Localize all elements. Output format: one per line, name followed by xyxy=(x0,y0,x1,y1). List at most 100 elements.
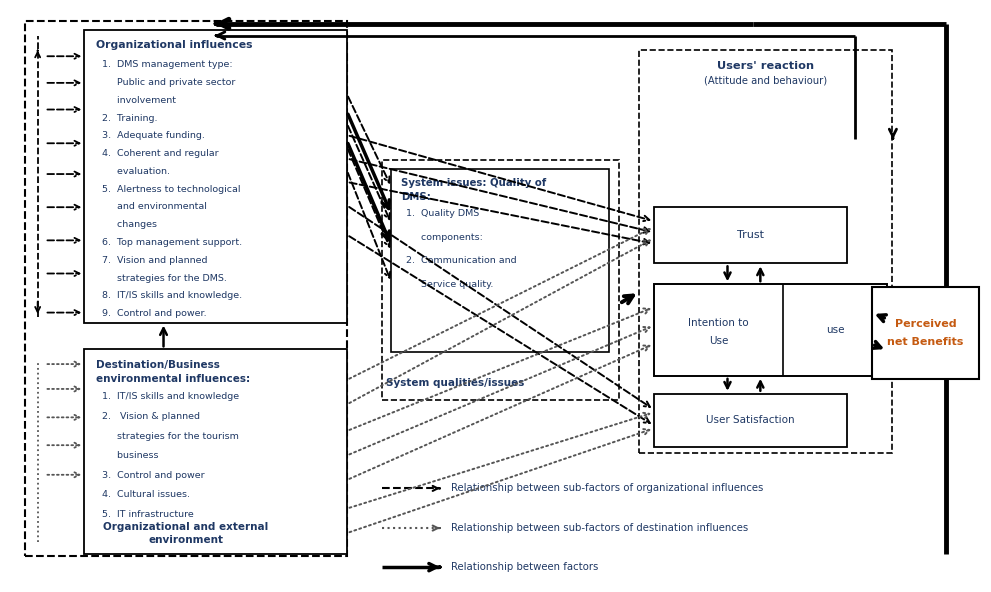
Text: Intention to: Intention to xyxy=(688,318,749,328)
FancyArrowPatch shape xyxy=(757,269,763,281)
Bar xyxy=(25,21,347,556)
FancyArrowPatch shape xyxy=(348,149,389,247)
Text: environment: environment xyxy=(149,535,223,545)
FancyArrowPatch shape xyxy=(48,238,79,243)
Bar xyxy=(639,50,892,453)
FancyArrowPatch shape xyxy=(889,129,897,139)
FancyArrowPatch shape xyxy=(216,19,229,28)
Text: 7.  Vision and planned: 7. Vision and planned xyxy=(102,256,207,265)
Text: 2.   Vision & planned: 2. Vision & planned xyxy=(102,412,200,421)
Text: 3.  Adequate funding.: 3. Adequate funding. xyxy=(102,131,205,140)
FancyArrowPatch shape xyxy=(348,96,389,182)
FancyArrowPatch shape xyxy=(873,342,881,348)
FancyArrowPatch shape xyxy=(348,173,390,278)
Bar xyxy=(382,160,619,400)
Text: (Attitude and behaviour): (Attitude and behaviour) xyxy=(704,75,827,85)
Text: Relationship between sub-factors of organizational influences: Relationship between sub-factors of orga… xyxy=(451,484,763,493)
Text: changes: changes xyxy=(102,220,157,229)
FancyArrowPatch shape xyxy=(349,207,650,407)
FancyArrowPatch shape xyxy=(48,107,79,112)
Text: 1.  IT/IS skills and knowledge: 1. IT/IS skills and knowledge xyxy=(102,392,239,401)
Text: net Benefits: net Benefits xyxy=(887,337,964,348)
FancyArrowPatch shape xyxy=(350,229,650,379)
Text: 9.  Control and power.: 9. Control and power. xyxy=(102,309,207,318)
Bar xyxy=(84,349,347,554)
FancyArrowPatch shape xyxy=(350,346,649,479)
FancyArrowPatch shape xyxy=(48,443,79,448)
Text: .: . xyxy=(446,15,450,25)
Text: Relationship between factors: Relationship between factors xyxy=(451,562,599,572)
FancyArrowPatch shape xyxy=(348,143,389,240)
Text: 4.  Cultural issues.: 4. Cultural issues. xyxy=(102,490,190,499)
Text: 1.  DMS management type:: 1. DMS management type: xyxy=(102,60,233,69)
FancyArrowPatch shape xyxy=(350,159,649,233)
FancyArrowPatch shape xyxy=(433,526,440,530)
FancyArrowPatch shape xyxy=(48,172,79,176)
Text: System qualities/issues: System qualities/issues xyxy=(386,378,525,388)
Bar xyxy=(84,30,347,323)
FancyArrowPatch shape xyxy=(161,328,166,346)
Text: Trust: Trust xyxy=(737,230,764,240)
FancyArrowPatch shape xyxy=(757,381,763,391)
Text: Users' reaction: Users' reaction xyxy=(716,61,815,71)
FancyArrowPatch shape xyxy=(724,266,730,279)
Text: Destination/Business: Destination/Business xyxy=(96,360,220,370)
FancyArrowPatch shape xyxy=(48,387,79,391)
Bar xyxy=(391,169,609,352)
Text: involvement: involvement xyxy=(102,96,176,105)
Text: evaluation.: evaluation. xyxy=(102,167,170,176)
FancyArrowPatch shape xyxy=(348,114,389,208)
Text: business: business xyxy=(102,451,159,460)
FancyArrowPatch shape xyxy=(48,81,79,85)
FancyArrowPatch shape xyxy=(48,271,79,276)
FancyArrowPatch shape xyxy=(216,32,225,39)
FancyArrowPatch shape xyxy=(724,379,730,388)
Text: strategies for the tourism: strategies for the tourism xyxy=(102,432,239,440)
Text: Organizational and external: Organizational and external xyxy=(103,522,269,532)
Text: .: . xyxy=(714,15,717,25)
FancyArrowPatch shape xyxy=(349,240,650,403)
Text: Perceived: Perceived xyxy=(895,318,956,329)
Text: strategies for the DMS.: strategies for the DMS. xyxy=(102,274,227,282)
FancyArrowPatch shape xyxy=(350,413,649,508)
Text: 5.  IT infrastructure: 5. IT infrastructure xyxy=(102,510,194,519)
Text: 2.  Communication and: 2. Communication and xyxy=(406,256,517,265)
FancyArrowPatch shape xyxy=(621,295,633,303)
Bar xyxy=(654,207,847,263)
Text: Use: Use xyxy=(709,336,728,346)
FancyArrowPatch shape xyxy=(350,308,649,430)
Text: Organizational influences: Organizational influences xyxy=(96,40,253,50)
FancyArrowPatch shape xyxy=(35,50,41,57)
Text: components:: components: xyxy=(406,233,484,242)
FancyArrowPatch shape xyxy=(429,564,440,571)
FancyArrowPatch shape xyxy=(433,486,440,491)
FancyArrowPatch shape xyxy=(48,54,79,59)
FancyArrowPatch shape xyxy=(348,126,389,219)
Text: and environmental: and environmental xyxy=(102,202,207,211)
Text: use: use xyxy=(826,325,844,335)
FancyArrowPatch shape xyxy=(48,415,79,420)
Text: User Satisfaction: User Satisfaction xyxy=(707,416,795,425)
Bar xyxy=(654,284,887,376)
FancyArrowPatch shape xyxy=(350,136,649,221)
FancyArrowPatch shape xyxy=(350,182,649,244)
Text: 2.  Training.: 2. Training. xyxy=(102,114,158,123)
FancyArrowPatch shape xyxy=(35,302,41,312)
FancyArrowPatch shape xyxy=(878,315,886,321)
FancyArrowPatch shape xyxy=(350,429,649,532)
FancyArrowPatch shape xyxy=(48,362,79,366)
FancyArrowPatch shape xyxy=(48,310,79,315)
FancyArrowPatch shape xyxy=(48,472,79,477)
Text: Public and private sector: Public and private sector xyxy=(102,78,236,87)
Text: Service quality.: Service quality. xyxy=(406,280,494,289)
Text: 5.  Alertness to technological: 5. Alertness to technological xyxy=(102,185,241,194)
FancyArrowPatch shape xyxy=(48,205,79,210)
Text: 3.  Control and power: 3. Control and power xyxy=(102,471,205,480)
FancyArrowPatch shape xyxy=(349,236,650,423)
Text: 8.  IT/IS skills and knowledge.: 8. IT/IS skills and knowledge. xyxy=(102,291,242,300)
Text: environmental influences:: environmental influences: xyxy=(96,374,251,384)
Text: Relationship between sub-factors of destination influences: Relationship between sub-factors of dest… xyxy=(451,523,748,533)
Text: System issues: Quality of: System issues: Quality of xyxy=(401,178,547,188)
Text: 4.  Coherent and regular: 4. Coherent and regular xyxy=(102,149,219,158)
Text: 6.  Top management support.: 6. Top management support. xyxy=(102,238,242,247)
